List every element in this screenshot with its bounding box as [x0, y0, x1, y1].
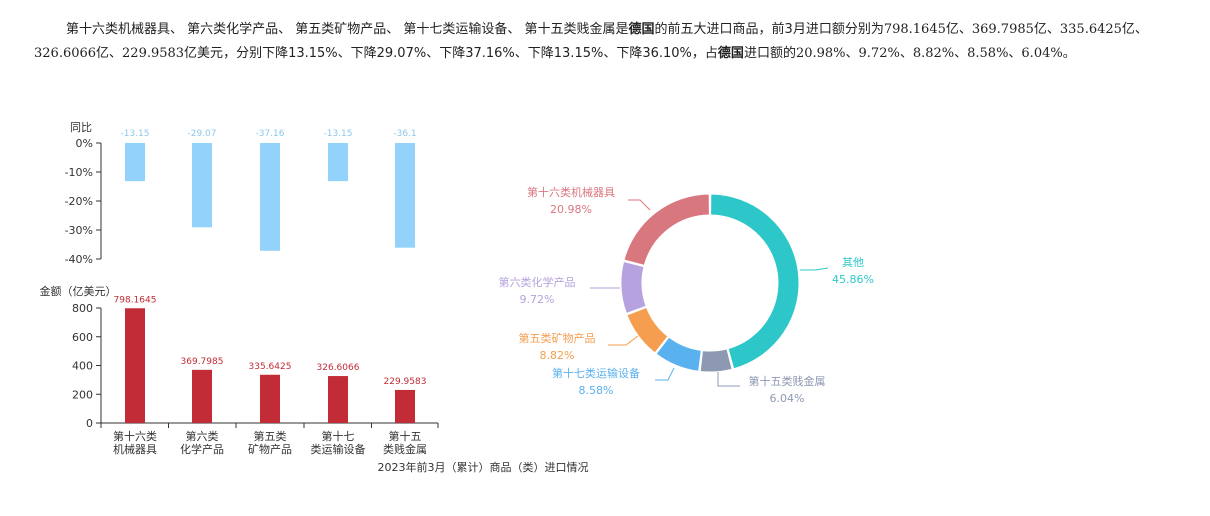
category-label-line2: 矿物产品: [248, 442, 292, 456]
amount-data-label: 229.9583: [384, 377, 427, 387]
amount-y-tick-label: 0: [86, 417, 93, 430]
amount-data-label: 335.6425: [249, 362, 292, 372]
yoy-bar: [260, 143, 280, 251]
donut-label-value: 8.82%: [540, 349, 575, 362]
yoy-data-label: -13.15: [120, 129, 149, 139]
amount-y-tick-label: 800: [72, 302, 93, 315]
yoy-bar: [192, 143, 212, 228]
amount-axis-title: 金额（亿美元）: [40, 284, 117, 298]
donut-label-name: 第六类化学产品: [499, 275, 576, 289]
summary-country-2: 德国: [717, 46, 744, 61]
summary-shares: 20.98%、9.72%、8.82%、8.58%、6.04%。: [795, 46, 1076, 61]
donut-label-name: 第十六类机械器具: [527, 185, 615, 199]
summary-part3: ，分别下降13.15%、下降29.07%、下降37.16%、下降13.15%、下…: [223, 46, 718, 61]
amount-bar: [328, 376, 348, 423]
summary-country-1: 德国: [628, 22, 655, 37]
chart-caption: 2023年前3月（累计）商品（类）进口情况: [378, 460, 589, 474]
amount-y-tick-label: 600: [72, 331, 93, 344]
category-label-line1: 第十六类: [113, 429, 157, 443]
yoy-data-label: -13.15: [323, 129, 352, 139]
yoy-data-label: -36.1: [393, 129, 416, 139]
category-label-line2: 类贱金属: [383, 442, 427, 456]
donut-label-name: 第五类矿物产品: [519, 331, 596, 345]
summary-part4: 进口额的: [743, 46, 796, 61]
category-label-line2: 类运输设备: [311, 442, 366, 456]
donut-label-value: 45.86%: [832, 273, 874, 286]
yoy-bar: [328, 143, 348, 182]
category-label-line1: 第五类: [254, 429, 287, 443]
donut-leader-line: [655, 367, 675, 381]
amount-data-label: 798.1645: [114, 295, 157, 305]
category-label-line2: 化学产品: [180, 442, 224, 456]
donut-leader-line: [608, 335, 639, 346]
donut-leader-line: [800, 267, 829, 271]
summary-values: 798.1645亿、369.7985亿、335.6425亿、326.6066亿、…: [34, 22, 1148, 61]
summary-paragraph: 第十六类机械器具、 第六类化学产品、 第五类矿物产品、 第十七类运输设备、 第十…: [34, 18, 1184, 66]
donut-slice: [623, 193, 710, 267]
yoy-y-tick-label: -30%: [65, 224, 93, 237]
donut-slice: [699, 348, 733, 373]
yoy-y-tick-label: -40%: [65, 253, 93, 266]
donut-label-value: 20.98%: [550, 203, 592, 216]
yoy-bar: [395, 143, 415, 248]
donut-slice: [710, 193, 800, 370]
yoy-y-tick-label: 0%: [76, 137, 93, 150]
yoy-y-tick-label: -20%: [65, 195, 93, 208]
amount-bar: [192, 369, 212, 423]
donut-slice: [626, 306, 669, 354]
amount-data-label: 326.6066: [317, 363, 360, 373]
yoy-data-label: -29.07: [187, 129, 216, 139]
yoy-data-label: -37.16: [255, 129, 284, 139]
donut-label-name: 第十五类贱金属: [749, 374, 826, 388]
amount-bar: [395, 389, 415, 423]
donut-slice: [620, 260, 647, 315]
amount-y-tick-label: 200: [72, 388, 93, 401]
category-label-line1: 第六类: [186, 429, 219, 443]
amount-y-tick-label: 400: [72, 360, 93, 373]
yoy-bar: [125, 143, 145, 182]
donut-leader-line: [717, 372, 740, 387]
summary-part2: 的前五大进口商品，前3月进口额分别为: [654, 22, 884, 37]
amount-bar: [260, 374, 280, 423]
category-label-line2: 机械器具: [113, 442, 157, 456]
category-label-line1: 第十五: [389, 429, 422, 443]
amount-bar: [125, 308, 145, 423]
donut-slice: [655, 336, 702, 372]
summary-part1: 第十六类机械器具、 第六类化学产品、 第五类矿物产品、 第十七类运输设备、 第十…: [66, 22, 629, 37]
donut-label-value: 9.72%: [520, 293, 555, 306]
yoy-axis-title: 同比: [70, 121, 92, 134]
donut-label-name: 第十七类运输设备: [552, 366, 640, 380]
donut-label-value: 8.58%: [579, 384, 614, 397]
yoy-y-tick-label: -10%: [65, 166, 93, 179]
donut-label-name: 其他: [842, 256, 864, 269]
donut-leader-line: [628, 199, 651, 211]
category-label-line1: 第十七: [322, 429, 355, 443]
donut-label-value: 6.04%: [770, 392, 805, 405]
amount-data-label: 369.7985: [181, 357, 224, 367]
